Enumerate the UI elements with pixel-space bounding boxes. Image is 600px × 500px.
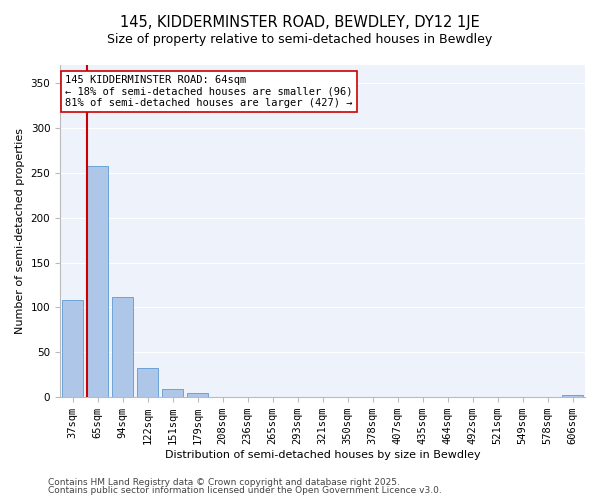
Bar	[62, 300, 83, 397]
Bar	[562, 394, 583, 397]
Bar	[87, 166, 108, 397]
Text: Contains public sector information licensed under the Open Government Licence v3: Contains public sector information licen…	[48, 486, 442, 495]
Y-axis label: Number of semi-detached properties: Number of semi-detached properties	[15, 128, 25, 334]
Text: 145, KIDDERMINSTER ROAD, BEWDLEY, DY12 1JE: 145, KIDDERMINSTER ROAD, BEWDLEY, DY12 1…	[120, 15, 480, 30]
X-axis label: Distribution of semi-detached houses by size in Bewdley: Distribution of semi-detached houses by …	[165, 450, 481, 460]
Text: Contains HM Land Registry data © Crown copyright and database right 2025.: Contains HM Land Registry data © Crown c…	[48, 478, 400, 487]
Bar	[187, 392, 208, 397]
Bar	[112, 296, 133, 397]
Text: 145 KIDDERMINSTER ROAD: 64sqm
← 18% of semi-detached houses are smaller (96)
81%: 145 KIDDERMINSTER ROAD: 64sqm ← 18% of s…	[65, 75, 353, 108]
Bar	[162, 389, 183, 397]
Bar	[137, 368, 158, 397]
Text: Size of property relative to semi-detached houses in Bewdley: Size of property relative to semi-detach…	[107, 32, 493, 46]
